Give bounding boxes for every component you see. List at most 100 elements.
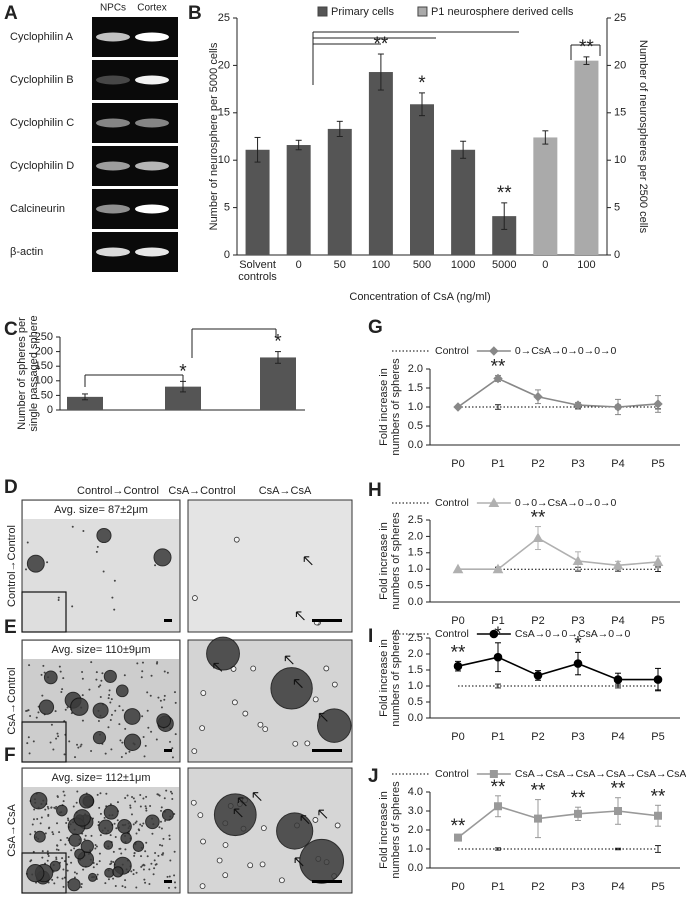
cell [71, 525, 74, 528]
cell [80, 882, 83, 885]
sphere [153, 548, 172, 567]
series-line [457, 805, 659, 839]
cell [97, 820, 100, 823]
panel-label: D [4, 477, 18, 498]
cell [259, 861, 266, 868]
cell [139, 793, 142, 796]
cell [54, 807, 57, 810]
bar [286, 145, 311, 255]
cell [25, 568, 28, 571]
gel-row-label: Cyclophilin D [10, 160, 74, 172]
cell [104, 882, 107, 885]
significance: * [179, 361, 187, 382]
x-tick-label: P2 [531, 615, 544, 627]
cell [55, 858, 58, 861]
legend-label: Control [435, 628, 469, 640]
size-box [23, 769, 179, 787]
arrow [252, 792, 262, 802]
legend-label: CsA→CsA→CsA→CsA→CsA→CsA [515, 768, 686, 780]
sphere [67, 878, 81, 892]
sphere [120, 832, 132, 844]
cell [109, 719, 112, 722]
x-tick-label: P1 [491, 881, 504, 893]
gel-band [135, 32, 169, 42]
cell [57, 849, 60, 852]
legend-label: 0→0→CsA→0→0→0 [515, 497, 617, 509]
cell [54, 710, 57, 713]
gel-band [96, 247, 130, 257]
cell [72, 805, 75, 808]
cell [56, 822, 59, 825]
cell [160, 809, 163, 812]
cell [51, 878, 54, 881]
marker [493, 652, 503, 662]
cell [159, 699, 162, 702]
cell [145, 795, 148, 798]
cell [159, 843, 162, 846]
cell [130, 813, 133, 816]
cell [99, 812, 102, 815]
y-tick-label: 0.0 [408, 439, 423, 451]
marker [532, 532, 544, 543]
cell [110, 862, 113, 865]
cell [144, 805, 147, 808]
cell [129, 806, 132, 809]
x-tick-label: P0 [451, 458, 464, 470]
sphere [276, 812, 314, 850]
significance: ** [451, 816, 466, 837]
cell [120, 852, 123, 855]
marker [488, 497, 500, 507]
cell [151, 832, 154, 835]
cell [165, 789, 168, 792]
cell [68, 740, 71, 743]
cell [64, 843, 67, 846]
cell [116, 819, 119, 822]
x-tick-label: P0 [451, 881, 464, 893]
cell [124, 797, 127, 800]
cell [124, 752, 127, 755]
cell [75, 872, 78, 875]
sphere [96, 527, 112, 544]
sphere [88, 872, 98, 882]
cell [62, 885, 65, 888]
cell [80, 743, 83, 746]
cell [41, 850, 44, 853]
cell [114, 835, 117, 838]
cell [121, 709, 124, 712]
cell [134, 821, 137, 824]
y-tick-label: 0.0 [408, 712, 423, 724]
cell [304, 740, 311, 747]
gel-band [96, 161, 130, 171]
cell [145, 841, 148, 844]
marker [453, 661, 463, 671]
y-axis-label: numbers of spheres [390, 512, 402, 610]
cell [120, 756, 123, 759]
cell [140, 865, 143, 868]
cell [134, 800, 137, 803]
y-tick-label: 2.0 [408, 648, 423, 660]
cell [145, 807, 148, 810]
x-axis-label: Concentration of CsA (ng/ml) [349, 291, 490, 303]
y-tick-label: 2.5 [408, 632, 423, 644]
cell [59, 670, 62, 673]
sphere [92, 731, 107, 745]
sphere [56, 804, 68, 817]
scale-bar [164, 880, 172, 883]
series-line [458, 537, 659, 570]
cell [57, 735, 60, 738]
x-tick-label: P0 [451, 731, 464, 743]
bar [165, 386, 201, 410]
cell [83, 838, 86, 841]
bar [574, 60, 599, 255]
significance: ** [611, 779, 626, 800]
y-tick-label: 0.5 [408, 420, 423, 432]
cell [25, 710, 28, 713]
cell [158, 794, 161, 797]
y-tick-label: 5 [224, 202, 230, 214]
cell [114, 709, 117, 712]
y-tick-label: 20 [218, 59, 230, 71]
cell [144, 744, 147, 747]
cell [157, 696, 160, 699]
y-tick-label: 0.5 [408, 580, 423, 592]
sphere [206, 636, 240, 671]
